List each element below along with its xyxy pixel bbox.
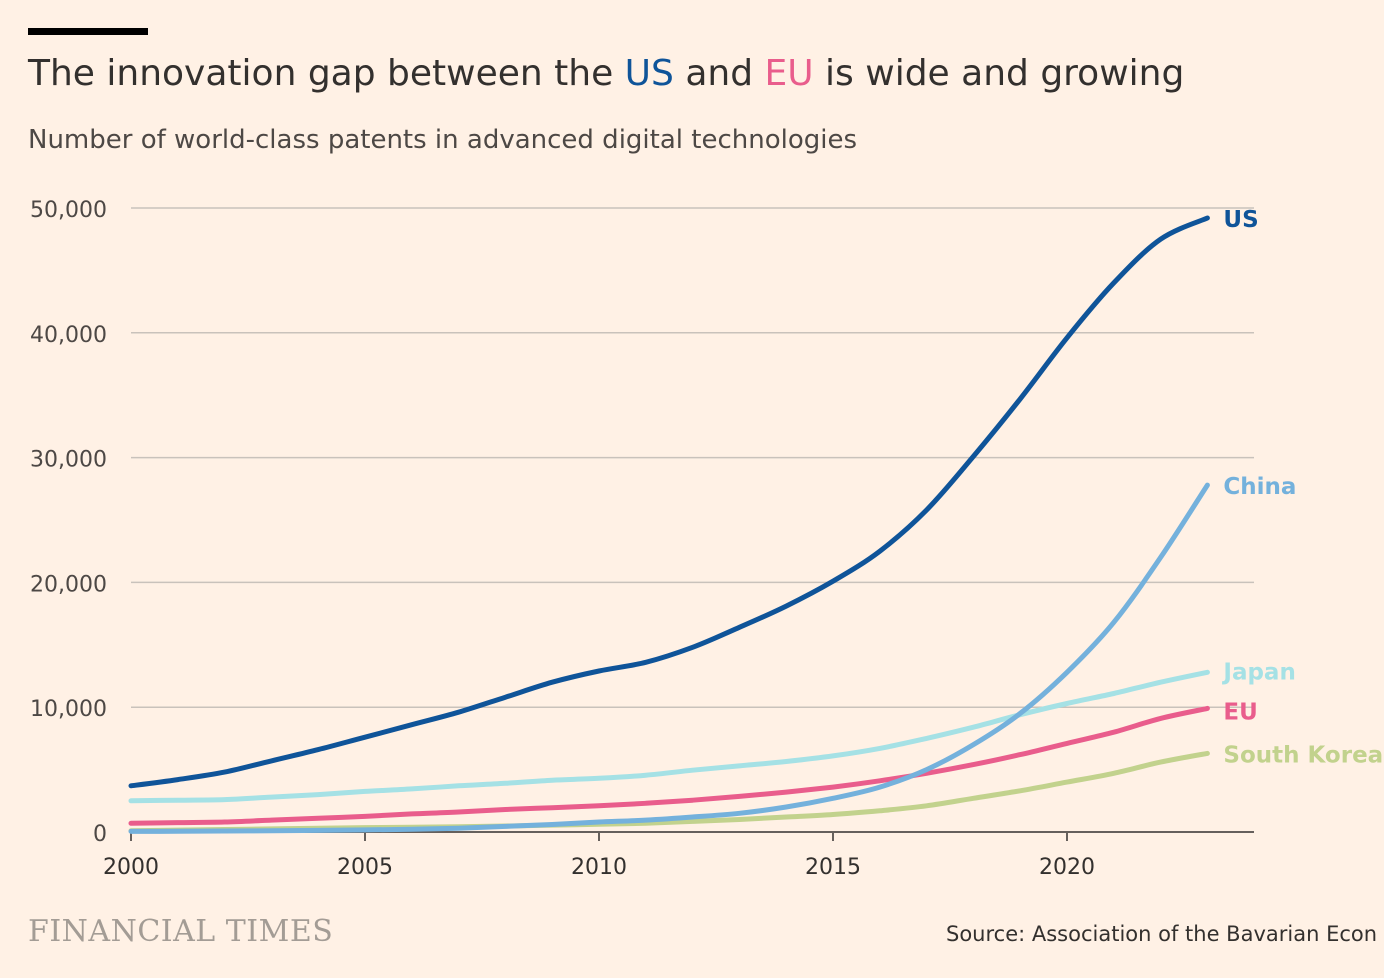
y-tick-label: 50,000	[30, 198, 107, 223]
series-label-south-korea: South Korea	[1223, 742, 1383, 768]
x-tick-label: 2010	[571, 855, 627, 880]
y-tick-label: 10,000	[30, 697, 107, 722]
y-tick-label: 30,000	[30, 448, 107, 473]
chart-subtitle: Number of world-class patents in advance…	[28, 125, 858, 155]
chart-title: The innovation gap between the US and EU…	[28, 50, 1184, 98]
y-tick-label: 20,000	[30, 572, 107, 597]
series-lines	[128, 215, 1210, 834]
title-post: is wide and growing	[813, 53, 1185, 94]
series-label-eu: EU	[1223, 699, 1257, 725]
line-chart: 0 10,000 20,000 30,000 40,000 50,000 2000 2005…	[30, 198, 1383, 880]
x-tick-label: 2000	[103, 855, 159, 880]
series-line-china	[128, 482, 1210, 834]
x-axis: 2000 2005 2010 2015 2020	[103, 831, 1254, 880]
y-tick-label: 40,000	[30, 323, 107, 348]
title-mid: and	[673, 53, 765, 94]
ft-logo: FINANCIAL TIMES	[28, 914, 334, 949]
source-note: Source: Association of the Bavarian Econ	[946, 922, 1378, 946]
series-label-japan: Japan	[1221, 659, 1295, 685]
series-label-china: China	[1223, 474, 1296, 500]
series-label-us: US	[1223, 207, 1258, 233]
y-axis-ticks: 0 10,000 20,000 30,000 40,000 50,000	[30, 198, 107, 847]
series-line-us	[128, 215, 1210, 789]
x-tick-label: 2005	[337, 855, 393, 880]
series-line-eu	[128, 705, 1210, 826]
grid-lines	[131, 207, 1254, 708]
title-us: US	[624, 53, 674, 94]
x-tick-label: 2020	[1039, 855, 1095, 880]
series-labels: South Korea EU Japan China US	[1221, 207, 1383, 768]
x-tick-label: 2015	[805, 855, 861, 880]
y-tick-label: 0	[93, 822, 107, 847]
title-eu: EU	[764, 53, 814, 94]
title-pre: The innovation gap between the	[28, 53, 625, 94]
series-line-japan	[128, 669, 1210, 804]
header-accent-bar	[28, 28, 148, 35]
